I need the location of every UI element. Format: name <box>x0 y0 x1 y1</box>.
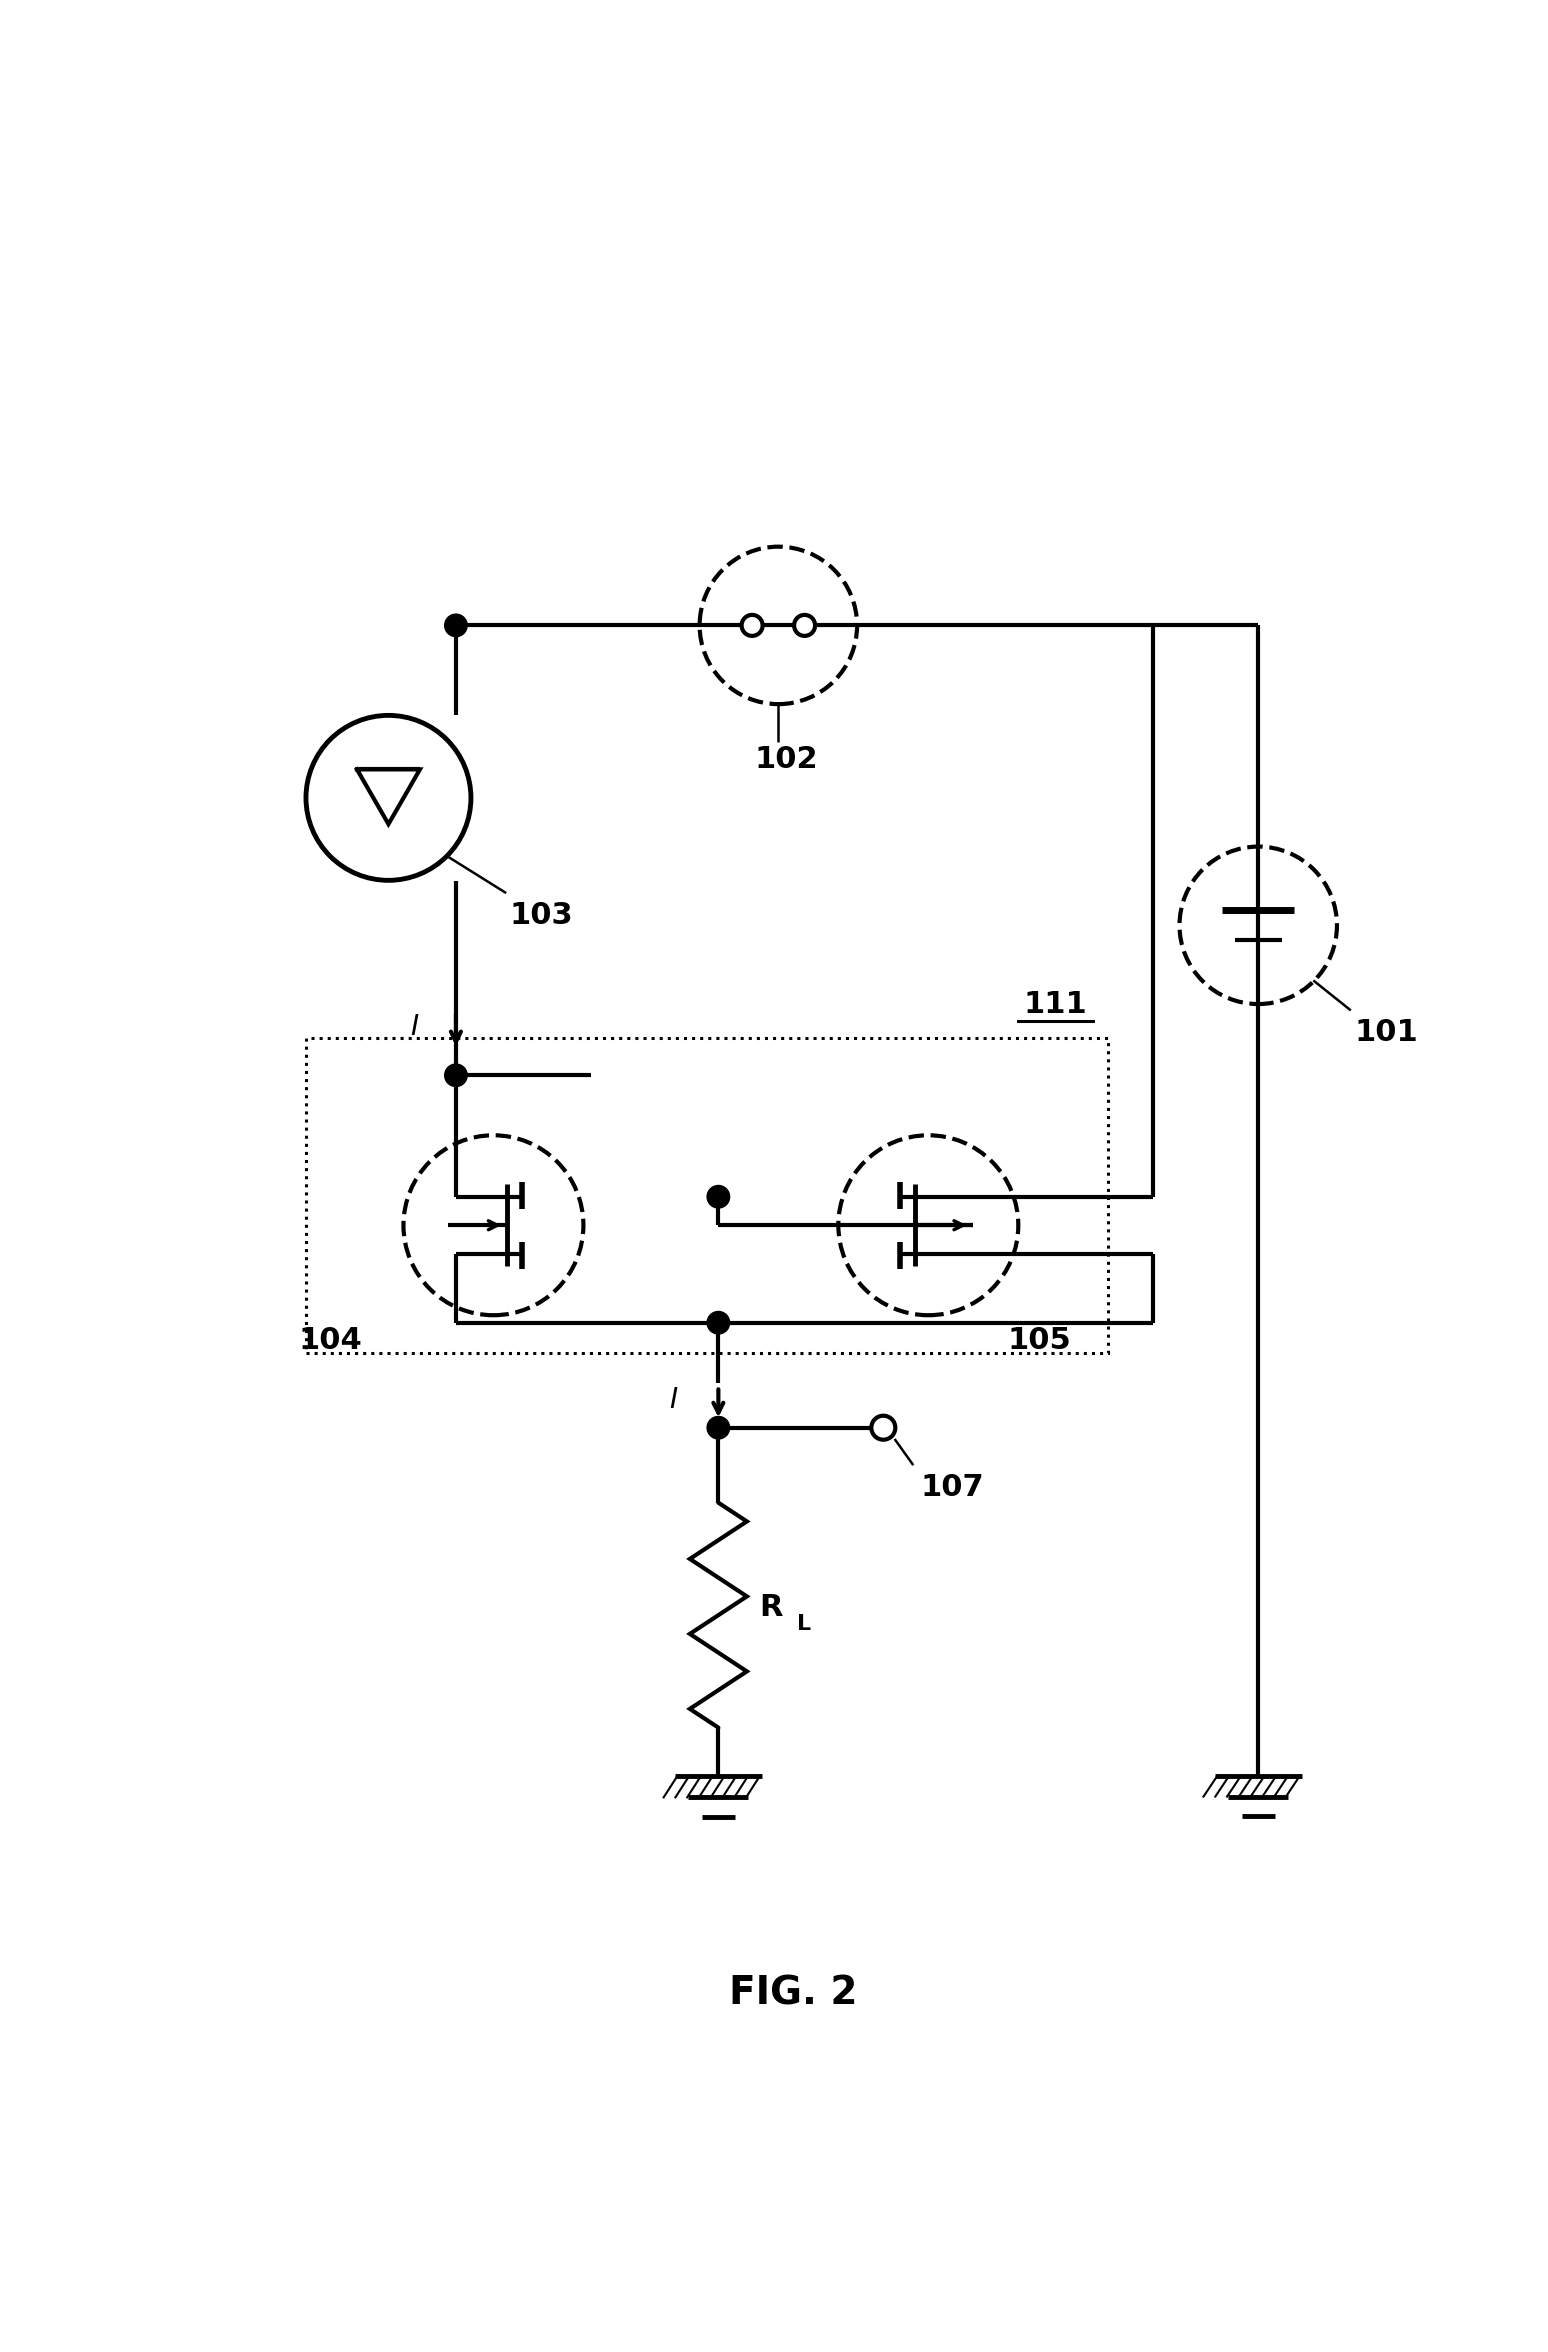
Bar <box>307 1037 1108 1352</box>
Text: I: I <box>669 1385 678 1414</box>
Circle shape <box>707 1312 729 1334</box>
Text: 105: 105 <box>1008 1327 1071 1355</box>
Text: R: R <box>760 1592 783 1623</box>
Text: FIG. 2: FIG. 2 <box>729 1976 858 2013</box>
Text: 103: 103 <box>509 901 574 929</box>
Circle shape <box>872 1416 895 1439</box>
Text: 104: 104 <box>299 1327 362 1355</box>
Text: 101: 101 <box>1354 1018 1418 1047</box>
Text: L: L <box>797 1613 811 1635</box>
Text: 111: 111 <box>1023 990 1088 1018</box>
Text: I: I <box>410 1014 420 1040</box>
Circle shape <box>444 1063 467 1087</box>
Circle shape <box>794 614 816 635</box>
Circle shape <box>707 1185 729 1209</box>
Circle shape <box>707 1416 729 1439</box>
Circle shape <box>444 614 467 637</box>
Circle shape <box>741 614 763 635</box>
Text: 107: 107 <box>921 1472 985 1501</box>
Text: 102: 102 <box>754 746 817 774</box>
